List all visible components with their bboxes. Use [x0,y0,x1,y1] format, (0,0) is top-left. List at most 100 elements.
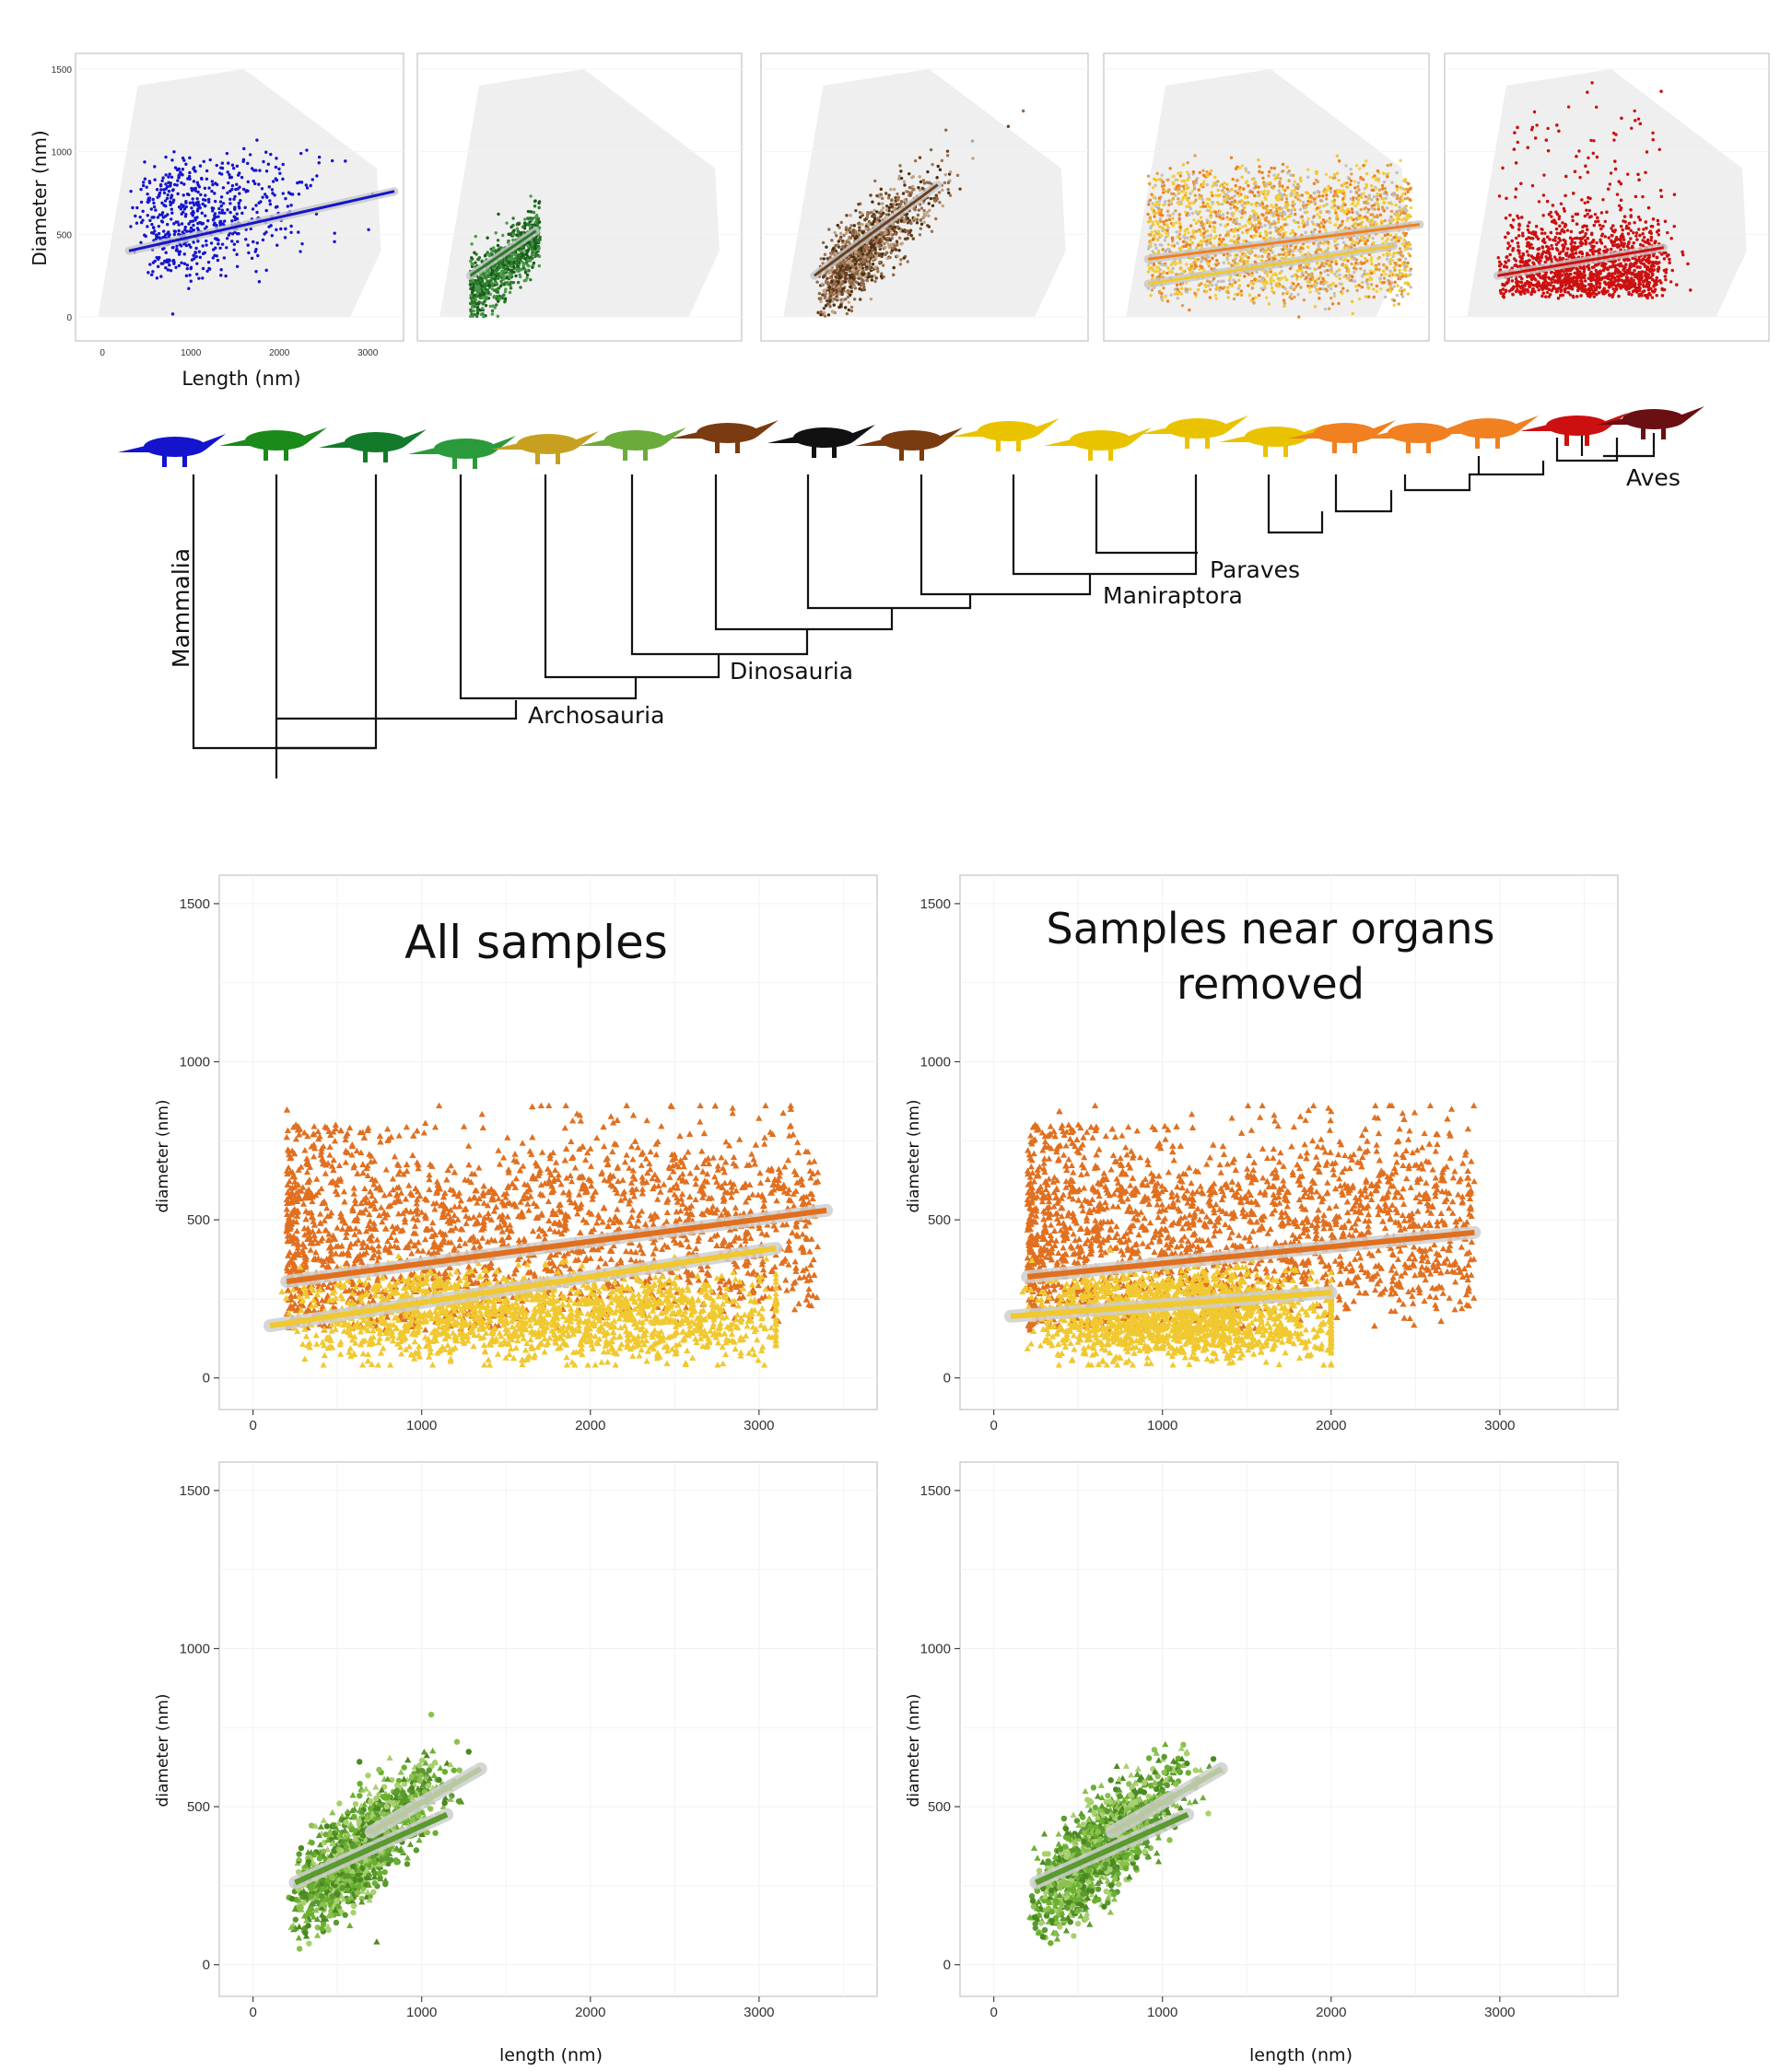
data-point [213,199,217,204]
data-point [1290,275,1294,278]
data-point [1271,212,1275,216]
data-point [1257,158,1260,162]
data-point [220,161,225,165]
data-point [1294,212,1297,216]
data-point [1366,218,1371,222]
data-point [1346,176,1351,180]
data-point [1185,263,1189,266]
data-point [1409,247,1412,251]
data-point [218,246,222,250]
data-point [861,269,865,274]
data-point [1193,193,1197,197]
data-point [1258,202,1262,206]
data-point [253,250,257,253]
data-point [874,276,878,280]
data-point [1205,173,1209,177]
data-point [493,306,497,310]
data-point [469,259,473,263]
data-point [232,242,237,246]
data-point [853,280,858,284]
data-point [934,216,938,221]
data-point [537,263,542,268]
data-point [1392,273,1397,277]
data-point [188,229,192,233]
data-point [197,276,201,280]
data-point [1230,195,1235,200]
data-point [1354,258,1359,262]
data-point [884,205,889,208]
data-point [1223,286,1226,289]
data-point [482,315,486,319]
data-point [1163,249,1166,253]
data-point [1274,229,1279,233]
data-point [1168,167,1172,170]
data-point [1403,205,1407,210]
data-point [877,202,881,205]
data-point [168,172,171,176]
data-point [485,289,489,293]
data-point [1164,295,1167,298]
data-point [1403,216,1408,221]
data-point [166,213,170,216]
data-point [1329,186,1333,191]
data-point [936,164,940,169]
data-point [209,241,214,245]
data-point [537,205,541,210]
data-point [970,139,975,143]
data-point [502,266,506,270]
data-point [927,181,931,185]
data-point [850,231,854,235]
data-point [1398,258,1402,262]
data-point [1203,205,1208,208]
data-point [1164,200,1167,204]
data-point [1370,198,1374,202]
data-point [186,177,190,181]
data-point [1260,170,1264,175]
data-point [866,257,871,262]
data-point [246,180,250,184]
data-point [196,207,200,211]
data-point [220,166,225,170]
data-point [853,262,858,266]
data-point [220,211,225,215]
data-point [1199,216,1203,219]
data-point [196,200,200,205]
data-point [1287,252,1292,256]
data-point [1398,288,1401,293]
data-point [490,309,495,313]
data-point [1148,198,1153,203]
data-point [1393,280,1397,285]
data-point [1318,229,1322,234]
data-point [1277,252,1281,257]
data-point [1225,195,1229,199]
data-point [497,276,500,280]
data-point [142,181,146,184]
data-point [1154,200,1159,205]
data-point [1366,196,1370,200]
data-point [205,269,209,273]
data-point [881,263,885,267]
data-point [863,218,867,222]
data-point [525,273,530,277]
data-point [1382,276,1387,280]
data-point [218,219,222,224]
data-point [255,241,259,245]
data-point [201,266,205,271]
data-point [1192,187,1197,191]
data-point [1211,201,1215,205]
data-point [1369,183,1374,188]
data-point [155,276,159,280]
data-point [289,224,293,228]
data-point [1220,202,1224,206]
data-point [906,237,909,240]
data-point [194,254,198,259]
data-point [1408,198,1412,202]
data-point [1190,189,1195,193]
data-point [1338,224,1342,228]
data-point [521,253,525,258]
data-point [1360,280,1364,285]
data-point [1189,192,1192,195]
top-y-tick-label: 0 [66,313,72,323]
data-point [1402,288,1407,292]
data-point [1270,204,1273,207]
